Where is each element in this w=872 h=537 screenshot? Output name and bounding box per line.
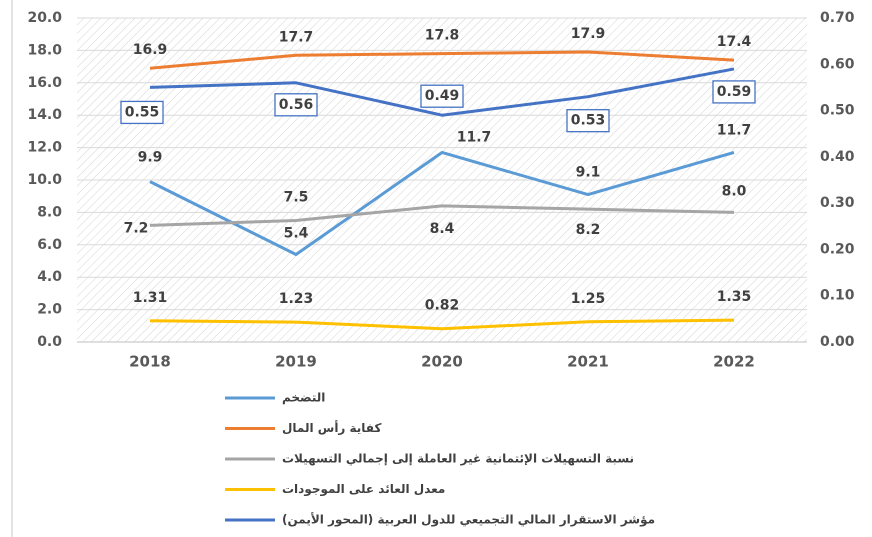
series-line <box>149 50 735 70</box>
data-label: 8.2 <box>576 222 601 238</box>
label-box <box>274 93 318 117</box>
data-label: 0.49 <box>425 88 460 104</box>
label-box <box>712 80 756 104</box>
x-tick-label: 2020 <box>421 353 463 371</box>
y-tick-label: 2.0 <box>37 302 62 318</box>
data-label: 17.7 <box>279 29 314 45</box>
data-label: 7.2 <box>124 220 149 236</box>
data-label: 1.35 <box>717 289 752 305</box>
data-label: 1.23 <box>279 291 314 307</box>
data-label: 0.53 <box>571 113 606 129</box>
legend-label: معدل العائد على الموجودات <box>282 482 445 497</box>
y-tick-label: 10.0 <box>27 172 62 188</box>
data-label: 0.56 <box>279 97 314 113</box>
y2-tick-label: 0.10 <box>820 288 855 304</box>
data-label: 8.0 <box>722 183 747 199</box>
y-tick-label: 0.0 <box>37 334 62 350</box>
y2-tick-label: 0.00 <box>820 334 855 350</box>
data-label: 8.4 <box>430 221 455 237</box>
data-label: 1.31 <box>133 290 168 306</box>
data-label: 9.9 <box>138 150 163 166</box>
data-label: 11.7 <box>457 129 492 145</box>
data-label: 1.25 <box>571 291 606 307</box>
y-tick-label: 14.0 <box>27 107 62 123</box>
data-label: 9.1 <box>576 165 601 181</box>
y-tick-label: 4.0 <box>37 269 62 285</box>
y-tick-label: 20.0 <box>27 10 62 26</box>
y2-tick-label: 0.20 <box>820 241 855 257</box>
legend-label: نسبة التسهيلات الإئتمانية غير العاملة إل… <box>282 452 634 466</box>
data-label: 0.82 <box>425 298 460 314</box>
data-label: 11.7 <box>717 122 752 138</box>
legend-label: التضخم <box>282 391 325 405</box>
series-line <box>149 204 735 227</box>
legend-label: مؤشر الاستقرار المالي التجميعي للدول الع… <box>282 512 655 528</box>
data-label: 16.9 <box>133 42 168 58</box>
y2-tick-label: 0.40 <box>820 149 855 165</box>
data-label: 5.4 <box>284 226 309 242</box>
series-line <box>149 67 735 117</box>
y-tick-label: 16.0 <box>27 75 62 91</box>
series-line <box>149 318 735 331</box>
series-line <box>149 150 735 257</box>
y2-tick-label: 0.30 <box>820 195 855 211</box>
y2-tick-label: 0.50 <box>820 103 855 119</box>
data-label: 17.4 <box>717 34 752 50</box>
data-label: 0.55 <box>125 104 160 120</box>
x-tick-label: 2018 <box>129 353 171 371</box>
label-box <box>566 109 610 133</box>
x-tick-label: 2021 <box>567 353 609 371</box>
y2-tick-label: 0.70 <box>820 10 855 26</box>
label-box <box>120 100 164 125</box>
data-label: 17.8 <box>425 28 460 44</box>
label-box <box>420 84 464 108</box>
x-tick-label: 2022 <box>713 353 755 371</box>
x-tick-label: 2019 <box>275 353 317 371</box>
y-tick-label: 18.0 <box>27 42 62 58</box>
y-tick-label: 8.0 <box>37 204 62 220</box>
y2-tick-label: 0.60 <box>820 56 855 72</box>
y-tick-label: 12.0 <box>27 140 62 156</box>
data-label: 0.59 <box>717 84 752 100</box>
data-label: 7.5 <box>284 190 309 206</box>
legend-label: كفاية رأس المال <box>282 420 381 435</box>
data-label: 17.9 <box>571 26 606 42</box>
y-tick-label: 6.0 <box>37 237 62 253</box>
